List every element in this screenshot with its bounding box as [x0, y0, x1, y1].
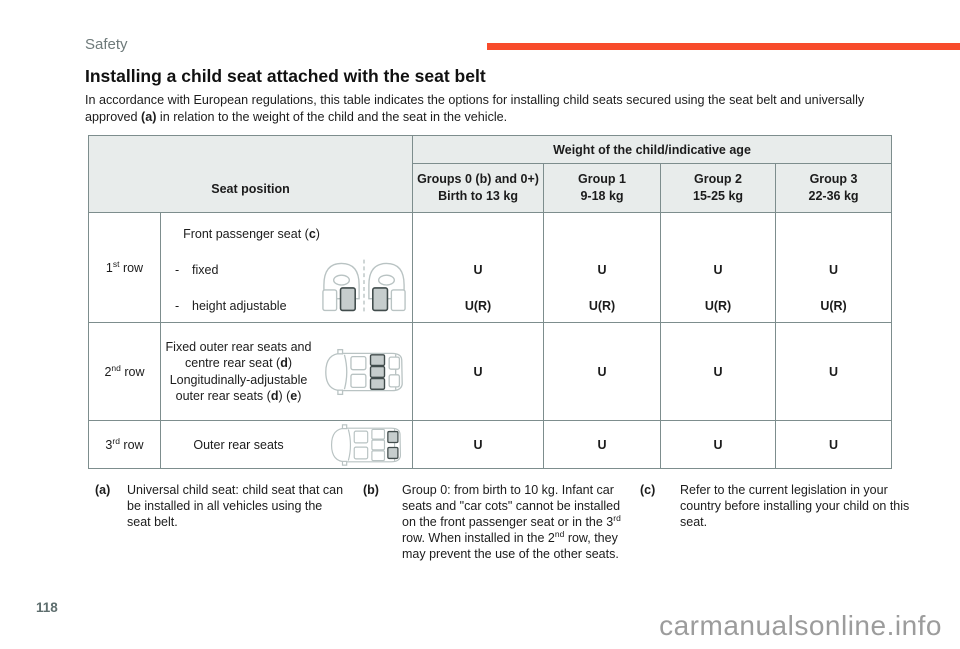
- footnote-a-marker: (a): [95, 483, 111, 497]
- footnote-a: (a) Universal child seat: child seat tha…: [95, 482, 345, 530]
- approval-code: U(R): [464, 299, 492, 313]
- group-2-header: Group 2 15-25 kg: [660, 163, 777, 213]
- value-cell: U: [775, 420, 893, 469]
- value-cell: U: [660, 322, 777, 421]
- row-label-1st: 1st row: [88, 212, 161, 323]
- footnote-b-marker: (b): [363, 483, 379, 497]
- value-cell: U: [543, 420, 662, 469]
- weight-of-child-header: Weight of the child/indicative age: [412, 135, 893, 164]
- footnote-b-text: Group 0: from birth to 10 kg. Infant car…: [402, 483, 621, 561]
- approval-code: U(R): [704, 299, 732, 313]
- table-row-first-row: 1st row Front passenger seat (c) - fixed…: [88, 212, 893, 323]
- group-2-line1: Group 2: [694, 172, 742, 186]
- desc-item-height-adjustable-label: height adjustable: [192, 299, 287, 313]
- footnote-b: (b) Group 0: from birth to 10 kg. Infant…: [363, 482, 634, 562]
- table-row-second-row: 2nd row Fixed outer rear seats and centr…: [88, 322, 893, 421]
- footnote-c: (c) Refer to the current legislation in …: [640, 482, 915, 530]
- car-top-view-third-row-icon: [330, 424, 402, 466]
- approval-code: U(R): [588, 299, 616, 313]
- page-number: 118: [36, 600, 58, 615]
- value-cell: U U(R): [775, 212, 893, 323]
- group-2-line2: 15-25 kg: [693, 189, 744, 203]
- row-label-2nd: 2nd row: [88, 322, 161, 421]
- group-3-header: Group 3 22-36 kg: [775, 163, 893, 213]
- approval-code: U(R): [820, 299, 847, 313]
- front-seats-top-view-icon: [322, 259, 406, 313]
- footnote-c-text: Refer to the current legislation in your…: [680, 483, 910, 529]
- value-cell: U U(R): [543, 212, 662, 323]
- footnote-c-marker: (c): [640, 483, 656, 497]
- group-3-line2: 22-36 kg: [808, 189, 859, 203]
- desc-cell-front-passenger: Front passenger seat (c) - fixed - heigh…: [159, 212, 414, 323]
- value-cell: U: [412, 322, 545, 421]
- value-cell: U: [412, 420, 545, 469]
- rear-seats-description: Fixed outer rear seats and centre rear s…: [165, 339, 312, 404]
- group-1-line1: Group 1: [578, 172, 626, 186]
- desc-item-height-adjustable: - height adjustable: [175, 299, 287, 313]
- group-3-line1: Group 3: [809, 172, 858, 186]
- value-cell: U U(R): [412, 212, 545, 323]
- dash-bullet: -: [175, 263, 180, 277]
- desc-cell-outer-rear-seats: Outer rear seats: [159, 420, 414, 469]
- footnote-a-text: Universal child seat: child seat that ca…: [127, 483, 344, 529]
- group-1-header: Group 1 9-18 kg: [543, 163, 662, 213]
- value-cell: U: [660, 420, 777, 469]
- child-seat-installation-table: Seat position Weight of the child/indica…: [87, 135, 893, 469]
- value-cell: U: [775, 322, 893, 421]
- section-label: Safety: [85, 36, 128, 53]
- group-0-line1: Groups 0 (b) and 0+): [417, 172, 539, 186]
- front-passenger-seat-title: Front passenger seat (c): [183, 227, 320, 241]
- group-1-line2: 9-18 kg: [580, 189, 624, 203]
- desc-item-fixed: - fixed: [175, 263, 218, 277]
- desc-item-fixed-label: fixed: [192, 263, 219, 277]
- seat-position-header: Seat position: [87, 135, 414, 213]
- dash-bullet: -: [175, 299, 180, 313]
- car-top-view-second-row-icon: [325, 348, 403, 396]
- row-label-3rd: 3rd row: [88, 420, 161, 469]
- group-0-line2: Birth to 13 kg: [438, 189, 518, 203]
- page-title: Installing a child seat attached with th…: [85, 66, 486, 86]
- approval-code: U: [829, 263, 839, 277]
- value-cell: U: [543, 322, 662, 421]
- approval-code: U: [713, 263, 723, 277]
- table-row-third-row: 3rd row Outer rear seats: [88, 420, 893, 469]
- approval-code: U: [597, 263, 607, 277]
- accent-bar: [487, 43, 960, 50]
- desc-cell-rear-seats: Fixed outer rear seats and centre rear s…: [159, 322, 414, 421]
- outer-rear-seats-description: Outer rear seats: [193, 437, 284, 452]
- group-0-header: Groups 0 (b) and 0+) Birth to 13 kg: [412, 163, 545, 213]
- value-cell: U U(R): [660, 212, 777, 323]
- intro-paragraph: In accordance with European regulations,…: [85, 93, 865, 124]
- watermark: carmanualsonline.info: [659, 610, 942, 641]
- approval-code: U: [473, 263, 483, 277]
